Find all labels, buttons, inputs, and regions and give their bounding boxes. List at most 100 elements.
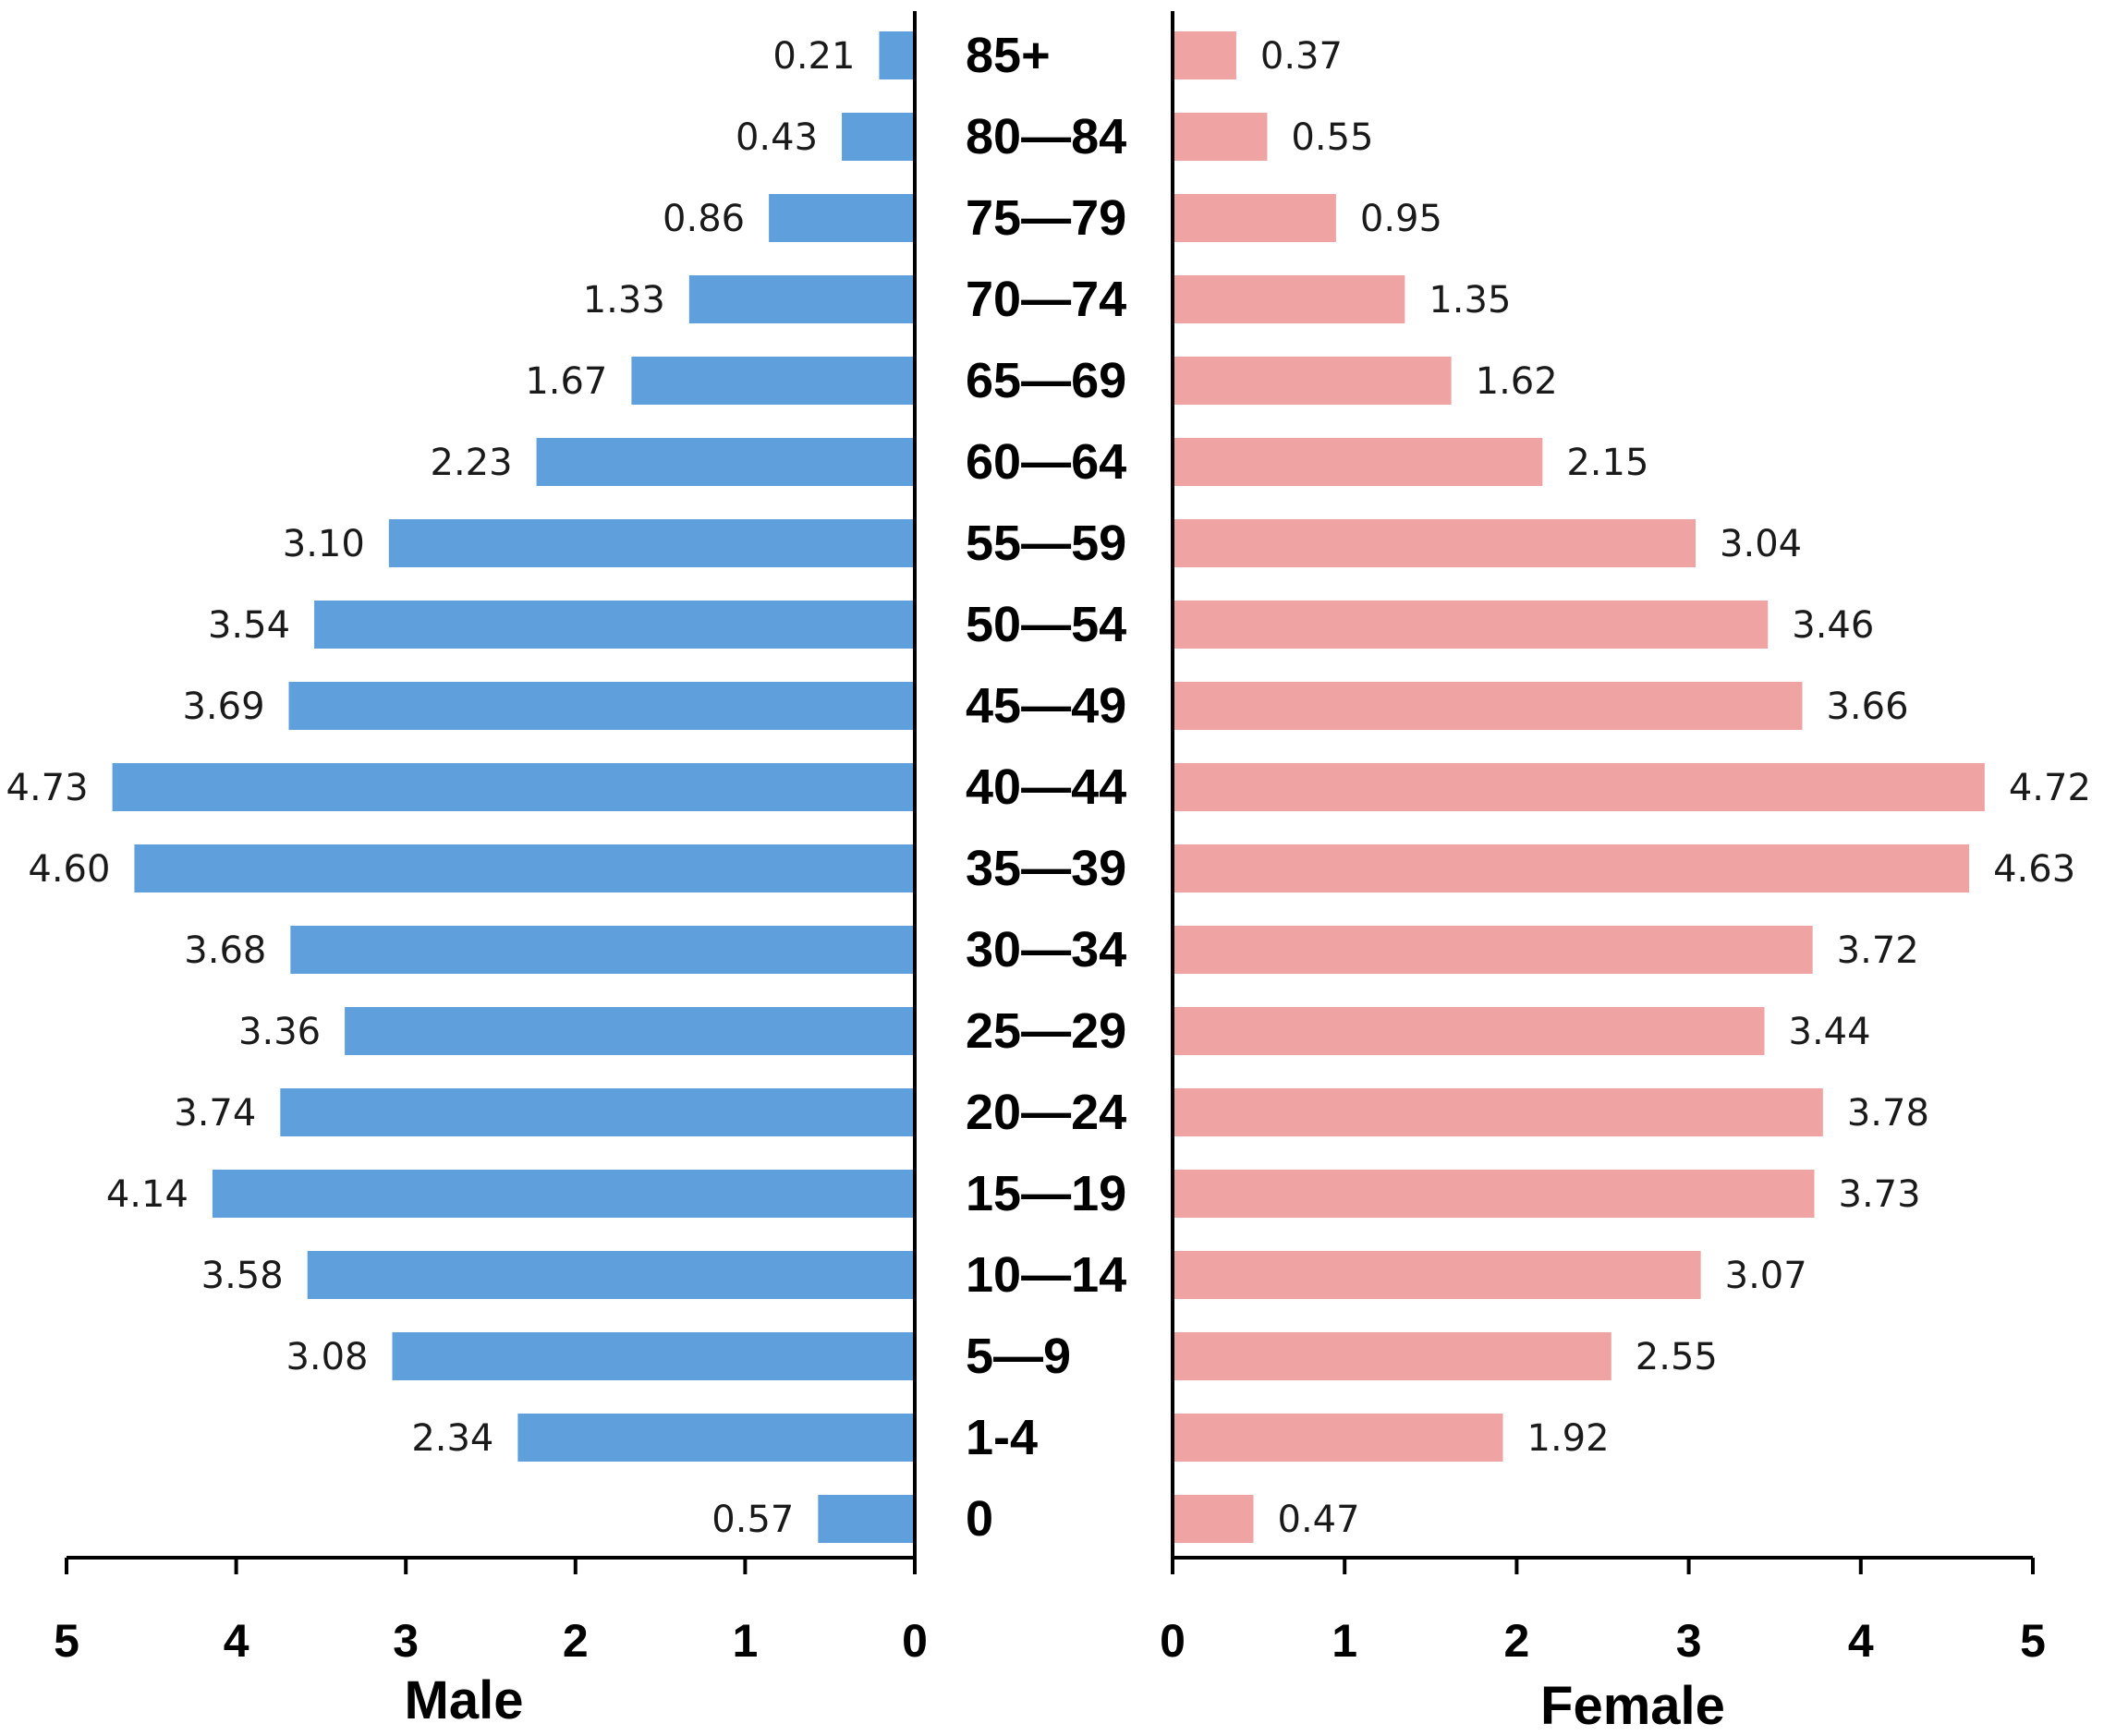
female-bar	[1173, 1170, 1815, 1218]
female-value-label: 2.15	[1566, 442, 1648, 484]
male-value-label: 2.34	[411, 1417, 493, 1460]
male-bar	[307, 1251, 915, 1299]
female-value-label: 3.78	[1847, 1092, 1929, 1135]
female-bar	[1173, 844, 1970, 892]
labels: 0.21 0.37 85+ 0.43 0.55 80—84 0.86 0.95 75—79 1.3…	[6, 28, 2091, 1547]
male-value-label: 4.14	[106, 1173, 189, 1216]
age-group-label: 40—44	[966, 759, 1126, 815]
female-bar	[1173, 31, 1236, 79]
female-bar	[1173, 1414, 1503, 1462]
age-group-label: 45—49	[966, 678, 1126, 734]
female-bar	[1173, 763, 1985, 811]
age-group-label: 20—24	[966, 1085, 1126, 1140]
male-bar	[345, 1007, 915, 1055]
male-value-label: 0.21	[772, 35, 855, 78]
male-value-label: 2.23	[431, 442, 513, 484]
age-group-label: 65—69	[966, 353, 1126, 408]
female-value-label: 0.37	[1260, 35, 1343, 78]
female-bar	[1173, 519, 1697, 567]
female-value-label: 0.95	[1360, 198, 1442, 240]
age-group-label: 55—59	[966, 516, 1126, 571]
male-value-label: 3.69	[182, 686, 264, 728]
age-group-label: 85+	[966, 28, 1051, 83]
axes: 0 0 1 1 2 2 3 3 4 4 5 5	[54, 11, 2046, 1667]
male-tick-label: 3	[393, 1615, 419, 1667]
age-group-label: 15—19	[966, 1166, 1126, 1221]
female-value-label: 1.62	[1476, 360, 1558, 403]
male-value-label: 3.08	[286, 1336, 368, 1378]
age-group-label: 70—74	[966, 272, 1126, 327]
male-tick-label: 2	[563, 1615, 589, 1667]
female-bar	[1173, 682, 1803, 730]
female-value-label: 1.35	[1429, 279, 1511, 322]
age-group-label: 50—54	[966, 597, 1126, 652]
male-bar	[212, 1170, 915, 1218]
female-bar	[1173, 601, 1769, 649]
male-value-label: 0.86	[663, 198, 745, 240]
male-value-label: 0.57	[711, 1499, 794, 1541]
male-value-label: 3.54	[208, 604, 290, 647]
age-group-label: 1-4	[966, 1410, 1038, 1465]
male-bar	[388, 519, 916, 567]
female-tick-label: 2	[1503, 1615, 1529, 1667]
female-bar	[1173, 438, 1543, 486]
male-value-label: 0.43	[736, 116, 818, 159]
female-value-label: 4.63	[1993, 848, 2075, 891]
male-value-label: 3.36	[238, 1011, 321, 1053]
male-bar	[112, 763, 915, 811]
age-group-label: 5—9	[966, 1329, 1071, 1384]
male-tick-label: 0	[902, 1615, 928, 1667]
male-bar	[536, 438, 915, 486]
male-bar	[134, 844, 915, 892]
female-value-label: 3.07	[1725, 1255, 1807, 1297]
male-bar	[631, 357, 915, 405]
female-value-label: 1.92	[1527, 1417, 1610, 1460]
male-axis-title: Male	[405, 1670, 524, 1730]
female-axis-title: Female	[1540, 1676, 1725, 1736]
female-value-label: 0.47	[1278, 1499, 1360, 1541]
male-bar	[392, 1332, 916, 1380]
female-tick-label: 5	[2020, 1615, 2046, 1667]
age-group-label: 10—14	[966, 1247, 1126, 1303]
male-bar	[769, 194, 915, 242]
age-group-label: 60—64	[966, 434, 1126, 490]
female-bar	[1173, 194, 1336, 242]
male-tick-label: 4	[224, 1615, 249, 1667]
male-bar	[879, 31, 915, 79]
female-tick-label: 0	[1160, 1615, 1186, 1667]
age-group-label: 25—29	[966, 1003, 1126, 1059]
female-value-label: 3.73	[1839, 1173, 1921, 1216]
male-bar	[314, 601, 915, 649]
female-value-label: 3.66	[1826, 686, 1908, 728]
female-value-label: 4.72	[2009, 767, 2091, 809]
male-bar	[280, 1088, 915, 1136]
female-bar	[1173, 1332, 1611, 1380]
male-tick-label: 1	[732, 1615, 758, 1667]
female-value-label: 2.55	[1636, 1336, 1718, 1378]
age-group-label: 30—34	[966, 922, 1126, 977]
male-tick-label: 5	[54, 1615, 79, 1667]
female-tick-label: 1	[1332, 1615, 1357, 1667]
age-group-label: 75—79	[966, 190, 1126, 246]
male-bar	[288, 682, 915, 730]
female-bar	[1173, 275, 1405, 323]
female-value-label: 3.46	[1792, 604, 1874, 647]
female-tick-label: 3	[1676, 1615, 1702, 1667]
male-bars	[112, 31, 916, 1543]
male-value-label: 1.67	[525, 360, 607, 403]
female-bar	[1173, 1007, 1765, 1055]
male-bar	[842, 113, 915, 161]
female-value-label: 3.04	[1720, 523, 1802, 565]
male-value-label: 4.73	[6, 767, 89, 809]
age-group-label: 0	[966, 1491, 993, 1547]
female-value-label: 0.55	[1291, 116, 1373, 159]
male-value-label: 1.33	[583, 279, 665, 322]
female-bar	[1173, 1495, 1254, 1543]
female-bar	[1173, 1088, 1823, 1136]
male-bar	[688, 275, 915, 323]
female-bar	[1173, 926, 1813, 974]
male-value-label: 3.58	[201, 1255, 284, 1297]
female-bar	[1173, 357, 1452, 405]
female-value-label: 3.44	[1789, 1011, 1871, 1053]
